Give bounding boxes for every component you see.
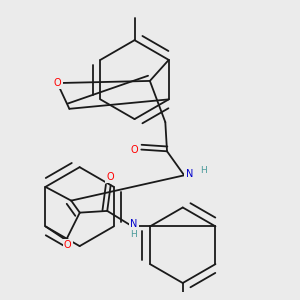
Text: H: H xyxy=(130,230,137,239)
Text: O: O xyxy=(64,240,72,250)
Text: N: N xyxy=(130,219,137,229)
Text: N: N xyxy=(186,169,193,178)
Text: O: O xyxy=(107,172,115,182)
Text: O: O xyxy=(53,78,61,88)
Text: O: O xyxy=(130,145,138,154)
Text: H: H xyxy=(200,166,206,175)
